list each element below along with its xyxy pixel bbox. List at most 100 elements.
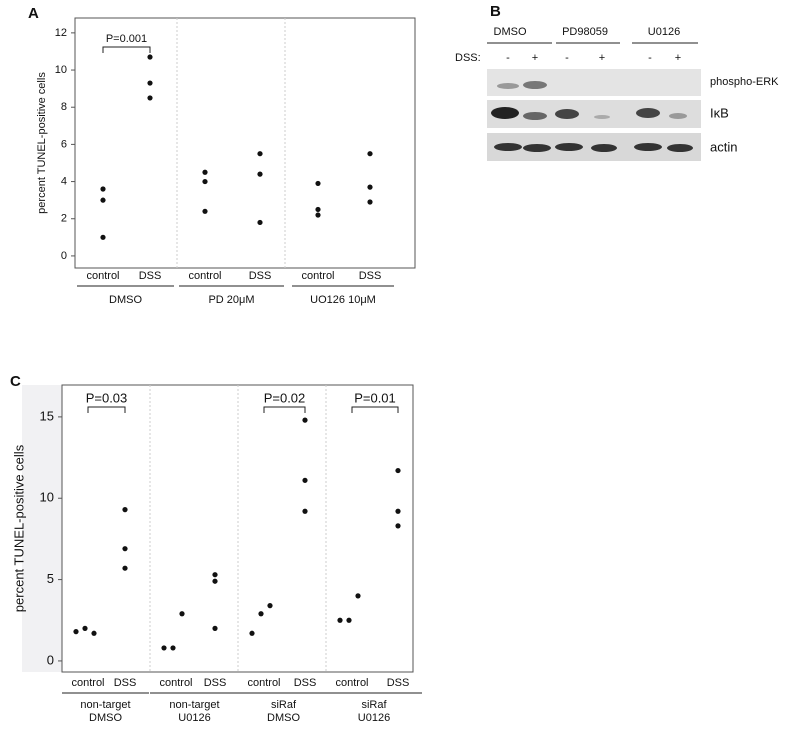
group-label: DMSO	[109, 294, 142, 306]
dot	[202, 178, 208, 185]
dot	[337, 617, 343, 623]
group-label: siRaf	[271, 699, 297, 711]
lane-group-label: DMSO	[494, 26, 527, 38]
lane-label: +	[675, 52, 681, 64]
group-label: UO126 10μM	[310, 294, 376, 306]
y-tick-label: 2	[61, 213, 67, 225]
y-tick-label: 5	[47, 571, 54, 586]
dot	[346, 617, 352, 623]
panel-label: B	[490, 3, 501, 20]
dot	[91, 630, 97, 636]
lane-label: -	[565, 52, 569, 64]
x-tick-label: control	[247, 677, 280, 689]
x-tick-label: control	[159, 677, 192, 689]
plot-frame	[61, 384, 414, 673]
significance-label: P=0.01	[354, 390, 396, 405]
group-label: DMSO	[267, 712, 300, 724]
x-tick-label: DSS	[139, 270, 162, 282]
y-tick-label: 4	[61, 175, 67, 187]
y-tick-label: 10	[40, 490, 54, 505]
dot	[367, 151, 373, 157]
dot	[122, 507, 128, 513]
blot	[487, 69, 701, 161]
significance-bracket	[102, 46, 151, 53]
significance-bracket	[87, 406, 126, 413]
band-label: phospho-ERK	[710, 76, 779, 88]
dot	[257, 219, 263, 226]
row-label: DSS:	[455, 52, 481, 64]
dot	[258, 611, 264, 617]
y-axis-label: percent TUNEL-positive cells	[11, 444, 26, 612]
band	[591, 144, 617, 152]
band	[523, 112, 547, 120]
dot	[212, 625, 218, 631]
dot	[147, 95, 153, 101]
group-label: non-target	[169, 699, 219, 711]
band	[523, 144, 551, 152]
lane-label: -	[648, 52, 652, 64]
lane-label: +	[599, 52, 605, 64]
band	[555, 143, 583, 151]
significance-label: P=0.001	[106, 33, 147, 45]
dot	[367, 184, 373, 190]
group-label: DMSO	[89, 712, 122, 724]
group-label: non-target	[80, 699, 130, 711]
dot	[122, 546, 128, 552]
x-tick-label: control	[335, 677, 368, 689]
dot	[395, 523, 401, 529]
panel-label: C	[10, 373, 21, 390]
lane-label: -	[506, 52, 510, 64]
dot	[315, 180, 321, 187]
x-tick-label: control	[86, 270, 119, 282]
x-tick-label: DSS	[204, 677, 227, 689]
y-tick-label: 12	[55, 27, 67, 39]
band	[494, 143, 522, 151]
group-label: U0126	[178, 712, 210, 724]
band	[497, 83, 519, 89]
dot	[122, 565, 128, 571]
dot	[395, 508, 401, 514]
dot	[202, 208, 208, 214]
dot	[367, 199, 373, 205]
y-tick-label: 6	[61, 138, 67, 150]
x-tick-label: DSS	[114, 677, 137, 689]
dot	[249, 630, 255, 636]
band	[523, 81, 547, 89]
dot	[315, 206, 321, 213]
lane-group-label: U0126	[648, 26, 680, 38]
dot	[202, 169, 208, 175]
x-tick-label: DSS	[387, 677, 410, 689]
band	[634, 143, 662, 151]
blot-strip	[487, 100, 701, 128]
dot	[170, 645, 176, 651]
x-tick-label: DSS	[249, 270, 272, 282]
y-tick-label: 8	[61, 101, 67, 113]
significance-bracket	[263, 406, 306, 413]
dot	[257, 171, 263, 177]
dot	[302, 508, 308, 514]
group-label: siRaf	[361, 699, 387, 711]
dot	[147, 54, 153, 60]
band	[555, 109, 579, 119]
band	[636, 108, 660, 118]
dot	[100, 197, 106, 203]
panel-label: A	[28, 5, 39, 22]
dot	[147, 80, 153, 86]
plot-frame	[74, 17, 416, 269]
dot	[355, 593, 361, 599]
dot	[161, 645, 167, 651]
y-tick-label: 0	[47, 652, 54, 667]
y-tick-label: 10	[55, 64, 67, 76]
y-tick-label: 0	[61, 250, 67, 262]
band	[669, 113, 687, 119]
significance-label: P=0.02	[264, 390, 306, 405]
lane-label: +	[532, 52, 538, 64]
dot	[315, 212, 321, 218]
dot	[100, 186, 106, 192]
dot	[82, 625, 88, 631]
group-label: PD 20μM	[208, 294, 254, 306]
dot	[257, 151, 263, 157]
dot	[100, 234, 106, 240]
dot	[179, 611, 185, 617]
